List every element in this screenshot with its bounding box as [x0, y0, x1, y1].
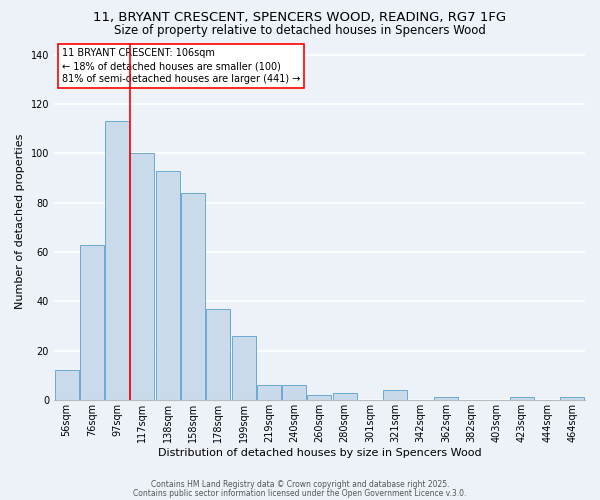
Bar	[510, 398, 534, 400]
Bar	[333, 392, 357, 400]
Text: Contains HM Land Registry data © Crown copyright and database right 2025.: Contains HM Land Registry data © Crown c…	[151, 480, 449, 489]
Bar	[130, 154, 154, 400]
Bar	[257, 385, 281, 400]
Bar	[383, 390, 407, 400]
Bar	[55, 370, 79, 400]
Bar	[560, 398, 584, 400]
Bar	[206, 308, 230, 400]
Bar	[156, 170, 180, 400]
Bar	[232, 336, 256, 400]
Text: Size of property relative to detached houses in Spencers Wood: Size of property relative to detached ho…	[114, 24, 486, 37]
Bar	[80, 244, 104, 400]
Text: Contains public sector information licensed under the Open Government Licence v.: Contains public sector information licen…	[133, 489, 467, 498]
Bar	[434, 398, 458, 400]
Bar	[307, 395, 331, 400]
X-axis label: Distribution of detached houses by size in Spencers Wood: Distribution of detached houses by size …	[158, 448, 481, 458]
Y-axis label: Number of detached properties: Number of detached properties	[15, 134, 25, 309]
Bar	[105, 122, 129, 400]
Text: 11 BRYANT CRESCENT: 106sqm
← 18% of detached houses are smaller (100)
81% of sem: 11 BRYANT CRESCENT: 106sqm ← 18% of deta…	[62, 48, 300, 84]
Text: 11, BRYANT CRESCENT, SPENCERS WOOD, READING, RG7 1FG: 11, BRYANT CRESCENT, SPENCERS WOOD, READ…	[94, 11, 506, 24]
Bar	[181, 193, 205, 400]
Bar	[282, 385, 306, 400]
